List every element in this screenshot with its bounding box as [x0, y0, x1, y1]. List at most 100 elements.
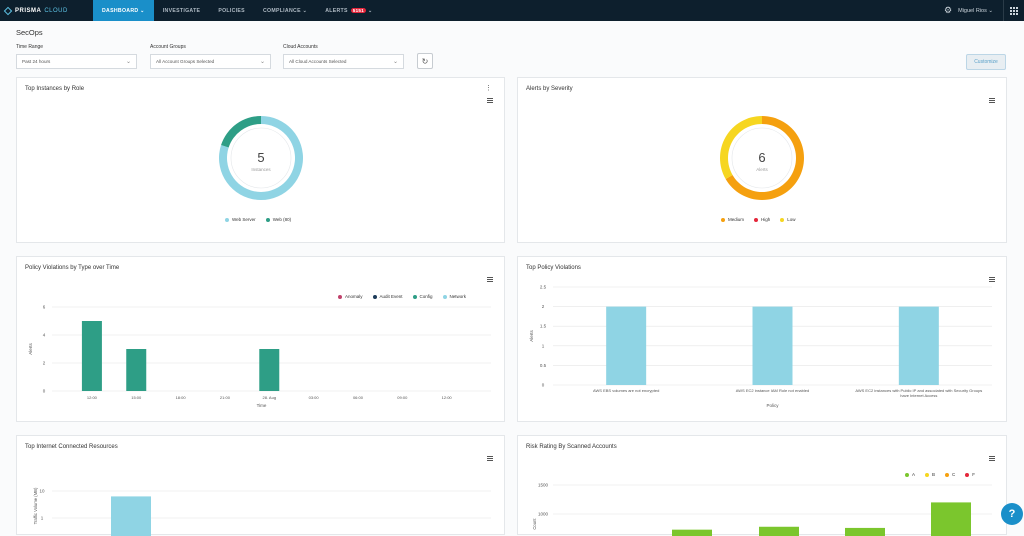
hamburger-menu-icon[interactable]	[989, 456, 995, 463]
cloud-accounts-select[interactable]: All Cloud Accounts Selected ⌄	[283, 54, 404, 69]
legend-dot-icon	[442, 294, 447, 299]
main-nav: DASHBOARD ⌄ INVESTIGATE POLICIES COMPLIA…	[93, 0, 382, 21]
alerts-label: Alerts	[756, 167, 768, 172]
legend-item[interactable]: Web Server	[225, 217, 256, 222]
legend-item[interactable]: Web (80)	[265, 217, 292, 222]
chevron-down-icon: ⌄	[368, 7, 373, 14]
time-range-filter: Time Range Past 24 hours ⌄	[16, 44, 137, 69]
top-right-controls: ⚙ Miguel Rios ⌄	[944, 0, 1024, 21]
legend-label: Network	[449, 294, 467, 299]
gear-icon[interactable]: ⚙	[944, 5, 953, 15]
y-tick-label: 0.5	[540, 363, 547, 368]
apps-grid-button[interactable]	[1003, 0, 1024, 21]
legend-item[interactable]: C	[945, 472, 955, 477]
y-axis-label: Count	[532, 518, 537, 530]
prisma-cloud-logo[interactable]: PRISMA CLOUD	[0, 0, 93, 21]
risk-rating-panel: Risk Rating By Scanned Accounts A B C F …	[517, 435, 1007, 536]
legend-item[interactable]: F	[965, 472, 975, 477]
donut-slice	[221, 116, 261, 148]
bar	[898, 306, 939, 385]
x-tick-label: 28. Aug	[262, 395, 276, 400]
panel-title: Top Internet Connected Resources	[25, 444, 118, 450]
nav-investigate[interactable]: INVESTIGATE	[154, 0, 210, 21]
x-tick-label: 15:00	[131, 395, 142, 400]
apps-grid-icon	[1010, 6, 1018, 15]
time-range-value: Past 24 hours	[22, 59, 51, 64]
legend-label: Audit Event	[379, 294, 403, 299]
hamburger-menu-icon[interactable]	[989, 277, 995, 284]
bar	[111, 496, 151, 536]
legend-item[interactable]: Medium	[721, 217, 744, 222]
instances-label: Instances	[251, 167, 271, 172]
alerts-count-badge: 5151	[350, 8, 366, 13]
bar	[81, 321, 102, 391]
nav-compliance[interactable]: COMPLIANCE ⌄	[254, 0, 316, 21]
donut-slice	[720, 116, 762, 179]
nav-policies[interactable]: POLICIES	[209, 0, 254, 21]
hamburger-menu-icon[interactable]	[487, 277, 493, 284]
refresh-button[interactable]: ↻	[417, 53, 433, 69]
x-tick-label: 18:00	[176, 395, 187, 400]
bar	[845, 527, 885, 536]
legend-label: Anomaly	[345, 294, 363, 299]
legend-item[interactable]: Audit Event	[372, 294, 403, 299]
chevron-down-icon: ⌄	[125, 59, 131, 65]
y-tick-label: 1.5	[540, 324, 547, 329]
y-axis-label: Traffic Volume (MB)	[33, 487, 38, 524]
legend-label: Low	[787, 217, 796, 222]
nav-dashboard[interactable]: DASHBOARD ⌄	[93, 0, 154, 21]
logo-text: PRISMA	[15, 7, 42, 14]
account-groups-select[interactable]: All Account Groups Selected ⌄	[150, 54, 271, 69]
refresh-icon: ↻	[421, 56, 429, 66]
legend-item[interactable]: Config	[412, 294, 433, 299]
help-button[interactable]: ?	[1001, 503, 1023, 525]
x-tick-label: 21:00	[220, 395, 231, 400]
y-tick-label: 1	[542, 343, 545, 348]
nav-compliance-label: COMPLIANCE ⌄	[262, 7, 308, 14]
page-title: SecOps	[16, 28, 43, 37]
account-groups-filter: Account Groups All Account Groups Select…	[150, 44, 271, 69]
bar	[752, 306, 793, 385]
legend-dot-icon	[372, 294, 377, 299]
donut-inner-ring	[230, 127, 292, 189]
more-options-icon[interactable]: ⋮	[485, 85, 492, 92]
legend-item[interactable]: B	[925, 472, 935, 477]
cloud-accounts-label: Cloud Accounts	[283, 44, 318, 50]
chevron-down-icon: ⌄	[392, 59, 398, 65]
customize-button[interactable]: Customize	[966, 54, 1006, 70]
x-tick-label: 06:00	[353, 395, 364, 400]
x-tick-label: 03:00	[309, 395, 320, 400]
legend-label: F	[972, 472, 976, 477]
y-tick-label: 10	[39, 489, 45, 494]
y-tick-label: 2.5	[540, 285, 547, 290]
y-tick-label: 2	[43, 361, 46, 366]
panel-title: Top Instances by Role	[25, 86, 85, 92]
legend-item[interactable]: High	[754, 217, 770, 222]
x-tick-label: AWS EBS volumes are not encrypted	[593, 388, 659, 393]
hamburger-menu-icon[interactable]	[487, 98, 493, 105]
legend-dot-icon	[412, 294, 417, 299]
instances-donut-chart	[218, 116, 303, 200]
panel-title: Top Policy Violations	[526, 265, 581, 271]
y-tick-label: 1500	[538, 483, 549, 488]
legend-dot-icon	[905, 472, 909, 477]
x-tick-label: AWS EC2 instances with Public IP and ass…	[855, 388, 982, 393]
legend-dot-icon	[225, 217, 229, 222]
nav-alerts[interactable]: ALERTS 5151 ⌄	[316, 0, 381, 21]
legend-label: High	[761, 217, 771, 222]
hamburger-menu-icon[interactable]	[989, 98, 995, 105]
legend-item[interactable]: Network	[442, 294, 467, 299]
legend-label: Web Server	[232, 217, 256, 222]
x-tick-label: have Internet Access	[900, 393, 937, 398]
hamburger-menu-icon[interactable]	[487, 456, 493, 463]
time-range-select[interactable]: Past 24 hours ⌄	[16, 54, 137, 69]
user-menu[interactable]: Miguel Rios ⌄	[958, 7, 993, 14]
legend-item[interactable]: Low	[780, 217, 796, 222]
risk-legend: A B C F	[905, 472, 985, 477]
donut-center: 6 Alerts	[732, 150, 792, 172]
legend-label: Web (80)	[272, 217, 292, 222]
panel-title: Policy Violations by Type over Time	[25, 265, 120, 271]
legend-item[interactable]: Anomaly	[338, 294, 363, 299]
legend-item[interactable]: A	[905, 472, 915, 477]
legend-dot-icon	[721, 217, 725, 222]
